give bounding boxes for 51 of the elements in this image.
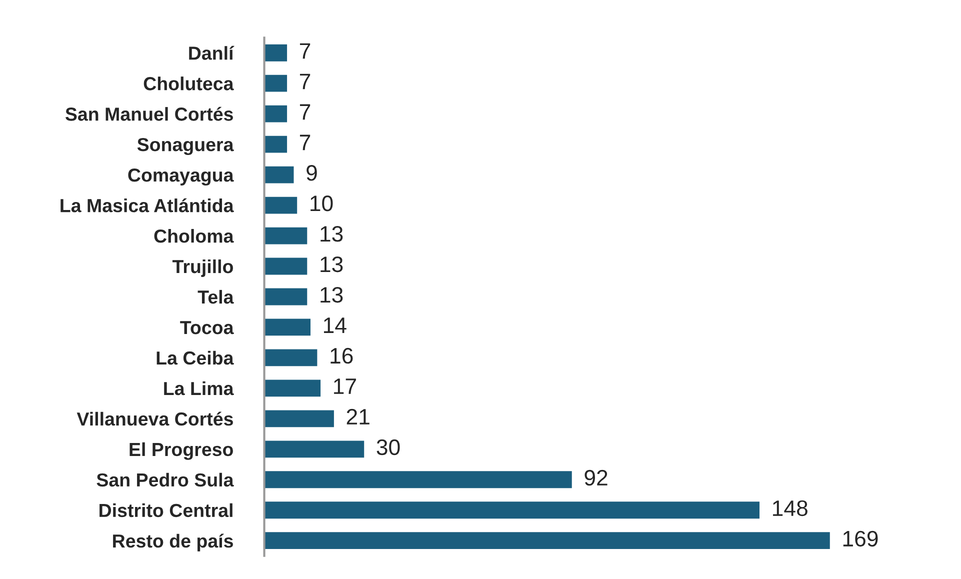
data-label: 21 bbox=[346, 408, 370, 424]
y-tick-label: Choloma bbox=[154, 228, 234, 243]
y-tick-label: Tocoa bbox=[180, 321, 234, 334]
y-tick-label: La Ceiba bbox=[156, 350, 234, 365]
bar bbox=[264, 439, 366, 459]
bar bbox=[264, 378, 322, 398]
bar bbox=[264, 256, 309, 276]
y-tick-label: Tela bbox=[198, 290, 234, 304]
y-tick-label: Danlí bbox=[189, 46, 234, 60]
y-tick-label: Resto de país bbox=[113, 534, 233, 552]
bar bbox=[264, 408, 336, 429]
bar bbox=[264, 74, 288, 94]
y-tick-label: San Pedro Sula bbox=[96, 472, 234, 487]
data-label: 9 bbox=[306, 165, 317, 181]
y-tick-label: San Manuel Cortés bbox=[65, 106, 233, 121]
data-label: 13 bbox=[320, 226, 343, 242]
bar bbox=[264, 317, 312, 338]
bar bbox=[264, 470, 574, 490]
data-label: 7 bbox=[300, 104, 310, 120]
bar bbox=[264, 134, 288, 154]
data-label: 7 bbox=[300, 134, 310, 150]
data-label: 169 bbox=[843, 530, 878, 547]
data-label: 7 bbox=[300, 43, 310, 59]
data-label: 92 bbox=[584, 470, 608, 486]
bar bbox=[264, 226, 309, 246]
data-label: 16 bbox=[330, 348, 353, 364]
data-label: 30 bbox=[376, 439, 400, 456]
data-label: 10 bbox=[310, 196, 333, 212]
bar bbox=[264, 104, 288, 124]
data-label: 17 bbox=[334, 378, 356, 394]
bar bbox=[264, 43, 288, 63]
data-label: 14 bbox=[324, 318, 346, 333]
y-tick-label: Villanueva Cortés bbox=[76, 412, 233, 426]
data-label: 13 bbox=[320, 286, 343, 303]
data-label: 7 bbox=[300, 74, 310, 90]
bar bbox=[264, 348, 319, 368]
bar bbox=[264, 500, 761, 520]
y-tick-label: El Progreso bbox=[130, 442, 233, 460]
y-tick-label: Trujillo bbox=[172, 259, 233, 277]
y-tick-label: Distrito Central bbox=[100, 503, 232, 518]
y-tick-label: Sonaguera bbox=[137, 138, 234, 156]
bar bbox=[264, 195, 298, 216]
y-tick-label: Choluteca bbox=[144, 76, 234, 90]
data-label: 13 bbox=[320, 256, 343, 272]
y-tick-label: La Lima bbox=[164, 381, 234, 396]
y-tick-label: Comayagua bbox=[128, 168, 234, 186]
bar bbox=[264, 530, 832, 550]
bar bbox=[264, 286, 309, 307]
bar bbox=[264, 164, 296, 185]
data-label: 148 bbox=[773, 500, 808, 516]
y-tick-label: La Masica Atlántida bbox=[60, 198, 234, 212]
